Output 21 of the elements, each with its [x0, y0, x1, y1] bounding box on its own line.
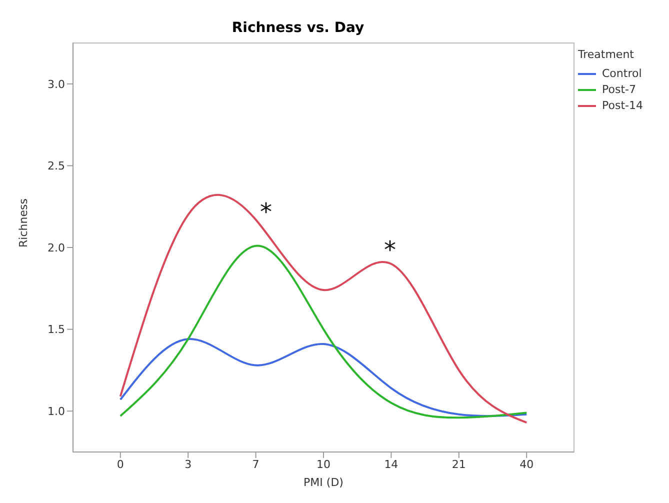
x-tick-label: 3	[184, 458, 192, 471]
legend-title: Treatment	[578, 48, 635, 61]
legend-label: Control	[602, 67, 642, 80]
annotation: *	[384, 236, 396, 264]
chart-title: Richness vs. Day	[230, 20, 366, 36]
y-tick-label: 1.5	[48, 323, 65, 336]
x-tick-label: 0	[116, 458, 124, 471]
x-tick-label: 40	[520, 458, 534, 471]
legend-label: Post-14	[602, 99, 643, 112]
y-tick-label: 2.0	[48, 241, 65, 254]
annotation: *	[260, 198, 272, 226]
x-tick-label: 10	[316, 458, 330, 471]
x-tick-label: 7	[252, 458, 260, 471]
y-tick-label: 2.5	[48, 160, 65, 173]
x-axis-title: PMI (D)	[304, 476, 344, 489]
x-tick-label: 21	[452, 458, 466, 471]
legend-label: Post-7	[602, 83, 636, 96]
y-tick-label: 3.0	[48, 78, 65, 91]
y-tick-label: 1.0	[48, 405, 65, 418]
x-tick-label: 14	[384, 458, 398, 471]
y-axis-title: Richness	[16, 198, 30, 248]
